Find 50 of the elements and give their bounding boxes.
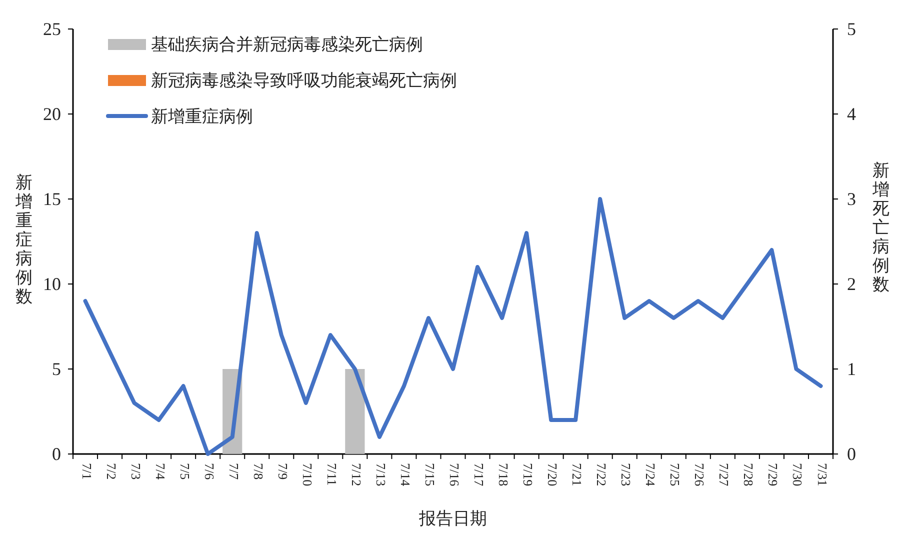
x-tick-label: 7/26 xyxy=(692,463,708,487)
y2-tick-label: 1 xyxy=(847,359,856,379)
x-tick-label: 7/4 xyxy=(152,463,168,480)
x-tick-label: 7/13 xyxy=(373,463,388,486)
y2-tick-label: 3 xyxy=(847,189,856,209)
legend-label: 基础疾病合并新冠病毒感染死亡病例 xyxy=(151,35,423,54)
x-tick-label: 7/5 xyxy=(177,463,192,480)
x-tick-label: 7/31 xyxy=(814,463,830,486)
y-tick-label: 10 xyxy=(43,274,61,294)
line-series xyxy=(83,197,823,456)
x-tick-label: 7/14 xyxy=(398,463,413,487)
y2-tick-label: 4 xyxy=(847,104,856,124)
y2-tick-label: 0 xyxy=(847,444,856,464)
y-tick-label: 15 xyxy=(43,189,61,209)
x-tick-label: 7/2 xyxy=(104,463,119,480)
x-tick-label: 7/10 xyxy=(300,463,315,486)
x-tick-label: 7/20 xyxy=(545,463,560,486)
y2-axis-title: 新增死亡病例数 xyxy=(872,161,890,294)
y2-tick-label: 5 xyxy=(847,19,856,39)
x-tick-label: 7/23 xyxy=(618,463,634,486)
x-tick-label: 7/28 xyxy=(741,463,756,486)
x-tick-label: 7/6 xyxy=(202,463,217,480)
y-axis-title: 新增重症病例数 xyxy=(14,173,32,306)
x-tick-label: 7/11 xyxy=(324,463,340,486)
x-axis-title: 报告日期 xyxy=(418,509,487,528)
x-tick-label: 7/21 xyxy=(570,463,585,486)
legend-label: 新增重症病例 xyxy=(151,107,253,126)
x-tick-label: 7/30 xyxy=(790,463,806,486)
x-tick-label: 7/29 xyxy=(766,463,781,486)
x-tick-label: 7/18 xyxy=(496,463,512,486)
x-tick-label: 7/9 xyxy=(275,463,290,480)
x-tick-label: 7/24 xyxy=(643,463,658,487)
x-tick-label: 7/12 xyxy=(348,463,364,486)
y2-tick-label: 2 xyxy=(847,274,856,294)
x-tick-label: 7/15 xyxy=(422,463,438,486)
x-tick-label: 7/1 xyxy=(79,463,94,480)
x-tick-label: 7/8 xyxy=(250,463,266,480)
x-tick-label: 7/25 xyxy=(668,463,683,486)
x-tick-label: 7/19 xyxy=(520,463,536,486)
y-tick-label: 20 xyxy=(43,104,61,124)
x-tick-label: 7/7 xyxy=(226,463,242,480)
x-tick-label: 7/16 xyxy=(447,463,462,487)
y-tick-label: 5 xyxy=(52,359,61,379)
x-tick-label: 7/22 xyxy=(594,463,610,486)
legend-label: 新冠病毒感染导致呼吸功能衰竭死亡病例 xyxy=(151,71,457,90)
x-tick-label: 7/3 xyxy=(128,463,144,480)
y-tick-label: 25 xyxy=(43,19,61,39)
x-tick-label: 7/17 xyxy=(472,463,487,487)
y-tick-label: 0 xyxy=(52,444,61,464)
x-tick-label: 7/27 xyxy=(716,463,732,487)
